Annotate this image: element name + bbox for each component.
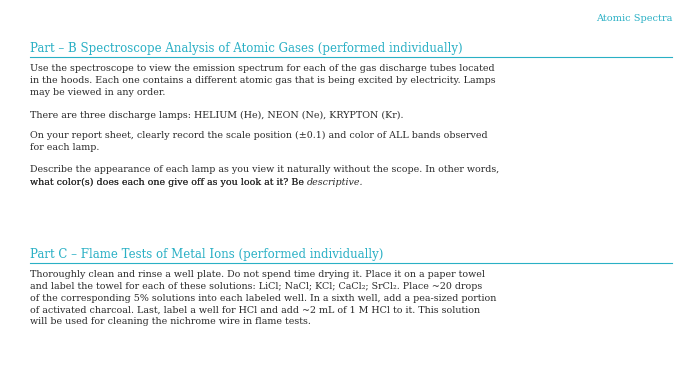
Text: descriptive.: descriptive. (307, 178, 363, 187)
Text: Use the spectroscope to view the emission spectrum for each of the gas discharge: Use the spectroscope to view the emissio… (30, 64, 496, 97)
Text: Part C – Flame Tests of Metal Ions (performed individually): Part C – Flame Tests of Metal Ions (perf… (30, 248, 384, 261)
Text: Part – B Spectroscope Analysis of Atomic Gases (performed individually): Part – B Spectroscope Analysis of Atomic… (30, 42, 463, 55)
Text: There are three discharge lamps: HELIUM (He), NEON (Ne), KRYPTON (Kr).: There are three discharge lamps: HELIUM … (30, 111, 403, 120)
Text: what color(s) does each one give off as you look at it? Be: what color(s) does each one give off as … (30, 178, 307, 187)
Text: Atomic Spectra: Atomic Spectra (596, 14, 672, 23)
Text: what color(s) does each one give off as you look at it? Be: what color(s) does each one give off as … (30, 178, 307, 187)
Text: Describe the appearance of each lamp as you view it naturally without the scope.: Describe the appearance of each lamp as … (30, 165, 499, 174)
Text: Thoroughly clean and rinse a well plate. Do not spend time drying it. Place it o: Thoroughly clean and rinse a well plate.… (30, 270, 496, 326)
Text: On your report sheet, clearly record the scale position (±0.1) and color of ALL : On your report sheet, clearly record the… (30, 131, 488, 152)
